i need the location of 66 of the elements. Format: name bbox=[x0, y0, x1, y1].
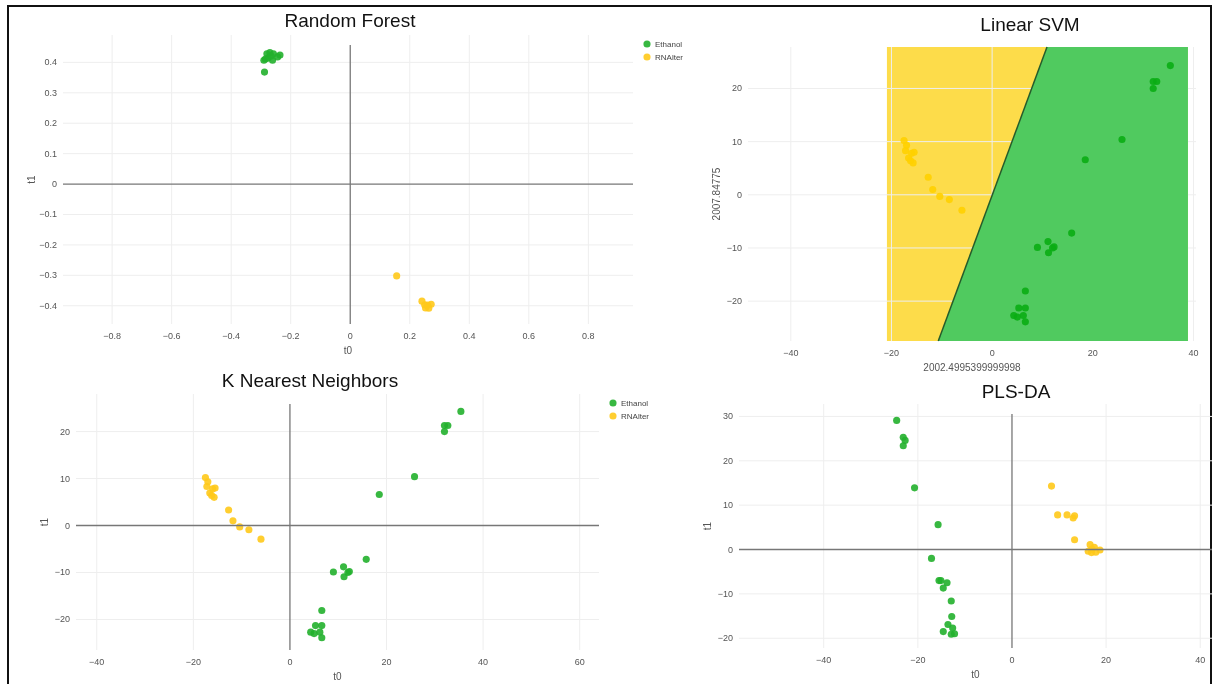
x-tick-label: 40 bbox=[1195, 655, 1206, 665]
y-tick-label: 20 bbox=[722, 455, 733, 466]
legend-label: RNAlter bbox=[655, 53, 684, 62]
x-tick-label: 40 bbox=[478, 657, 489, 667]
y-tick-label: −0.1 bbox=[39, 209, 57, 220]
y-tick-label: −0.3 bbox=[39, 270, 57, 281]
x-tick-label: −20 bbox=[185, 657, 201, 667]
x-tick-label: 20 bbox=[1087, 348, 1098, 358]
x-tick-label: −40 bbox=[89, 657, 105, 667]
legend-label: RNAlter bbox=[621, 412, 650, 421]
x-tick-label: 0 bbox=[989, 348, 995, 358]
chart-title: Linear SVM bbox=[980, 14, 1080, 35]
y-tick-label: −20 bbox=[726, 296, 742, 307]
y-tick-label: 0 bbox=[51, 179, 57, 190]
y-tick-label: 10 bbox=[59, 473, 70, 484]
y-axis-title: t1 bbox=[702, 521, 713, 531]
chart-title: Random Forest bbox=[284, 10, 417, 31]
y-axis-title: 2007.84775 bbox=[711, 167, 722, 221]
x-tick-label: −40 bbox=[816, 655, 832, 665]
y-tick-label: −0.4 bbox=[39, 300, 57, 311]
y-tick-label: 20 bbox=[59, 426, 70, 437]
y-tick-label: 0 bbox=[64, 520, 70, 531]
x-tick-label: 60 bbox=[574, 657, 585, 667]
x-tick-label: −0.6 bbox=[162, 331, 181, 341]
x-tick-label: 20 bbox=[1101, 655, 1112, 665]
y-tick-label: 10 bbox=[722, 500, 733, 511]
x-tick-label: −0.8 bbox=[103, 331, 121, 341]
y-tick-label: 0.2 bbox=[44, 118, 57, 129]
y-tick-label: −0.2 bbox=[39, 239, 57, 250]
x-tick-label: 0.6 bbox=[522, 331, 536, 341]
y-tick-label: 0.4 bbox=[44, 57, 57, 68]
chart-title: PLS-DA bbox=[981, 381, 1051, 402]
x-tick-label: −20 bbox=[910, 655, 926, 665]
legend-label: Ethanol bbox=[621, 399, 649, 408]
x-tick-label: 40 bbox=[1188, 348, 1199, 358]
x-tick-label: 0.8 bbox=[582, 331, 595, 341]
x-tick-label: 0.2 bbox=[403, 331, 417, 341]
y-tick-label: 0.1 bbox=[44, 148, 57, 159]
y-tick-label: −10 bbox=[726, 242, 742, 253]
chart-title: K Nearest Neighbors bbox=[221, 370, 399, 391]
y-tick-label: −10 bbox=[717, 588, 733, 599]
y-tick-label: 30 bbox=[722, 411, 733, 422]
y-tick-label: −10 bbox=[54, 567, 70, 578]
x-tick-label: 0.4 bbox=[463, 331, 476, 341]
x-tick-label: −0.2 bbox=[281, 331, 300, 341]
x-tick-label: 20 bbox=[381, 657, 392, 667]
y-tick-label: 10 bbox=[731, 136, 742, 147]
y-tick-label: −20 bbox=[717, 633, 733, 644]
y-tick-label: 0 bbox=[727, 544, 733, 555]
y-tick-label: 20 bbox=[731, 83, 742, 94]
x-axis-title: t0 bbox=[971, 669, 981, 680]
x-axis-title: t0 bbox=[343, 345, 353, 356]
x-tick-label: −40 bbox=[783, 348, 799, 358]
y-axis-title: t1 bbox=[26, 174, 37, 184]
x-axis-title: 2002.4995399999998 bbox=[923, 362, 1022, 373]
y-tick-label: 0.3 bbox=[44, 87, 57, 98]
x-tick-label: −0.4 bbox=[222, 331, 241, 341]
y-tick-label: −20 bbox=[54, 614, 70, 625]
x-tick-label: 0 bbox=[287, 657, 293, 667]
x-tick-label: −20 bbox=[883, 348, 900, 358]
x-tick-label: 0 bbox=[1009, 655, 1015, 665]
legend-label: Ethanol bbox=[655, 40, 683, 49]
y-axis-title: t1 bbox=[39, 517, 50, 527]
x-axis-title: t0 bbox=[333, 671, 343, 682]
x-tick-label: 0 bbox=[347, 331, 353, 341]
y-tick-label: 0 bbox=[736, 189, 742, 200]
